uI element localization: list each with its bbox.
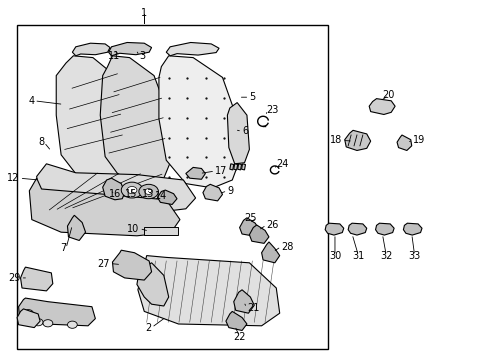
Text: 1: 1 [141, 8, 147, 18]
Circle shape [23, 310, 33, 317]
Circle shape [33, 319, 43, 326]
Text: 7: 7 [60, 243, 66, 253]
Text: 32: 32 [379, 251, 392, 261]
Polygon shape [375, 223, 393, 235]
Polygon shape [29, 178, 180, 236]
Text: 6: 6 [242, 126, 248, 136]
Polygon shape [249, 225, 268, 243]
Polygon shape [17, 309, 40, 328]
Polygon shape [233, 164, 237, 170]
Polygon shape [100, 56, 171, 184]
Polygon shape [185, 167, 205, 179]
Circle shape [139, 184, 158, 199]
Text: 2: 2 [145, 323, 151, 333]
Polygon shape [19, 298, 95, 326]
Text: 15: 15 [124, 189, 137, 199]
Text: 24: 24 [276, 159, 288, 169]
Polygon shape [159, 56, 239, 188]
Text: 11: 11 [107, 51, 120, 61]
Circle shape [127, 186, 137, 194]
Text: 25: 25 [244, 213, 256, 223]
Text: 4: 4 [28, 96, 34, 106]
Polygon shape [56, 56, 129, 184]
Circle shape [43, 320, 53, 327]
Polygon shape [108, 42, 151, 56]
Text: 20: 20 [382, 90, 394, 100]
Text: 12: 12 [7, 173, 20, 183]
Polygon shape [325, 223, 343, 235]
Text: 13: 13 [141, 189, 154, 199]
Text: 10: 10 [127, 224, 139, 234]
Bar [17, 25, 327, 349]
Text: 33: 33 [407, 251, 420, 261]
Polygon shape [166, 42, 219, 56]
Polygon shape [225, 311, 246, 330]
Text: 29: 29 [8, 273, 20, 283]
Text: 22: 22 [233, 332, 245, 342]
Circle shape [144, 189, 152, 194]
Polygon shape [102, 178, 124, 200]
Polygon shape [157, 190, 177, 204]
Text: 16: 16 [108, 189, 121, 199]
Text: 27: 27 [97, 258, 110, 269]
Text: 14: 14 [155, 191, 167, 201]
Polygon shape [241, 164, 245, 170]
Polygon shape [403, 223, 421, 235]
Text: 17: 17 [215, 166, 227, 176]
Polygon shape [203, 184, 222, 201]
Circle shape [121, 182, 142, 198]
Text: 5: 5 [249, 92, 255, 102]
Polygon shape [67, 215, 85, 240]
Polygon shape [368, 99, 394, 114]
Text: 19: 19 [412, 135, 425, 145]
Text: 30: 30 [328, 251, 341, 261]
Polygon shape [233, 290, 254, 313]
Polygon shape [396, 135, 411, 150]
Text: 21: 21 [246, 303, 259, 313]
Polygon shape [237, 164, 241, 170]
Text: 3: 3 [139, 51, 145, 61]
Bar [144, 227, 177, 235]
Polygon shape [239, 218, 259, 236]
Text: 28: 28 [281, 242, 293, 252]
Text: 23: 23 [266, 105, 278, 115]
Polygon shape [37, 164, 195, 212]
Polygon shape [138, 256, 279, 326]
Polygon shape [227, 103, 249, 164]
Text: 18: 18 [329, 135, 342, 145]
Text: 9: 9 [227, 186, 233, 196]
Polygon shape [112, 250, 151, 280]
Text: 26: 26 [266, 220, 278, 230]
Text: 31: 31 [351, 251, 364, 261]
Polygon shape [20, 267, 53, 291]
Polygon shape [229, 164, 233, 170]
Text: 8: 8 [38, 137, 44, 147]
Polygon shape [261, 242, 279, 263]
Polygon shape [137, 263, 168, 306]
Polygon shape [344, 130, 370, 150]
Polygon shape [72, 43, 110, 56]
Polygon shape [347, 223, 366, 235]
Circle shape [67, 321, 77, 328]
